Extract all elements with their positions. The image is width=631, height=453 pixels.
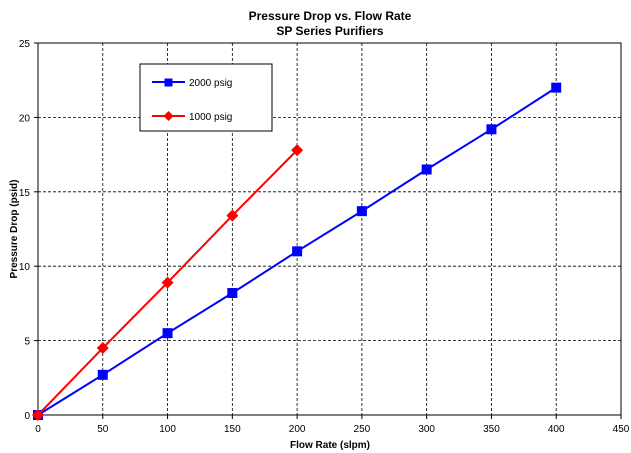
x-tick-label: 100: [159, 424, 176, 435]
x-tick-label: 300: [418, 424, 435, 435]
data-point-2000-psig: [162, 328, 173, 339]
data-point-1000-psig: [161, 276, 174, 289]
x-tick-label: 450: [613, 424, 630, 435]
data-point-2000-psig: [97, 369, 108, 380]
data-point-1000-psig: [226, 209, 239, 222]
y-tick-label: 0: [24, 411, 30, 422]
chart-title: Pressure Drop vs. Flow Rate: [249, 9, 412, 23]
legend-box: [139, 63, 273, 132]
x-tick-label: 200: [289, 424, 306, 435]
x-tick-label: 350: [483, 424, 500, 435]
x-tick-label: 150: [224, 424, 241, 435]
legend-label-2000: 2000 psig: [189, 78, 232, 89]
chart-subtitle: SP Series Purifiers: [276, 24, 384, 38]
x-tick-label: 400: [548, 424, 565, 435]
x-tick-label: 250: [354, 424, 371, 435]
data-point-2000-psig: [551, 82, 562, 93]
data-point-2000-psig: [227, 287, 238, 298]
data-point-2000-psig: [421, 164, 432, 175]
legend-marker-2000: [164, 78, 173, 87]
legend-marker-1000: [163, 111, 174, 121]
y-tick-label: 15: [19, 188, 31, 199]
data-point-1000-psig: [32, 409, 44, 421]
y-tick-label: 5: [24, 337, 30, 348]
data-point-1000-psig: [96, 342, 109, 355]
data-point-2000-psig: [486, 124, 497, 135]
data-point-2000-psig: [292, 246, 303, 257]
legend: 2000 psig 1000 psig: [139, 63, 273, 132]
x-axis-label: Flow Rate (slpm): [290, 440, 370, 451]
x-tick-label: 50: [97, 424, 109, 435]
y-axis-label: Pressure Drop (psid): [9, 180, 20, 279]
data-point-1000-psig: [291, 144, 304, 157]
series-layer: [32, 82, 562, 421]
data-point-2000-psig: [356, 206, 367, 217]
y-tick-label: 10: [19, 262, 31, 273]
x-tick-label: 0: [35, 424, 41, 435]
legend-label-1000: 1000 psig: [189, 112, 232, 123]
axis-ticks: 0 50 100 150 200 250 300 350 400 450 0 5 10 15 20 25: [19, 39, 630, 435]
y-tick-label: 25: [19, 39, 31, 50]
y-tick-label: 20: [19, 113, 31, 124]
